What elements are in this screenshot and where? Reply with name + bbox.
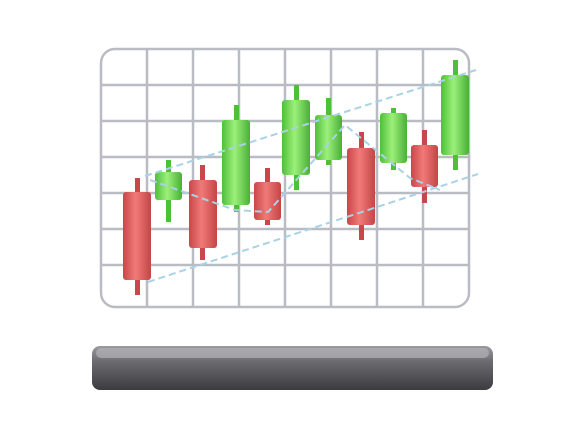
candle: [123, 178, 151, 295]
candle: [315, 98, 342, 165]
candle: [380, 108, 407, 170]
trend-lines: [144, 69, 479, 283]
grid-lines: [101, 49, 469, 307]
candle: [411, 130, 438, 203]
candle: [254, 168, 281, 225]
candle: [222, 105, 250, 212]
base-slab: [92, 346, 493, 390]
candle: [282, 85, 310, 190]
grid-panel: [99, 47, 471, 309]
candle: [347, 132, 375, 240]
candles: [123, 60, 469, 295]
candle: [155, 160, 182, 222]
candle: [441, 60, 469, 170]
